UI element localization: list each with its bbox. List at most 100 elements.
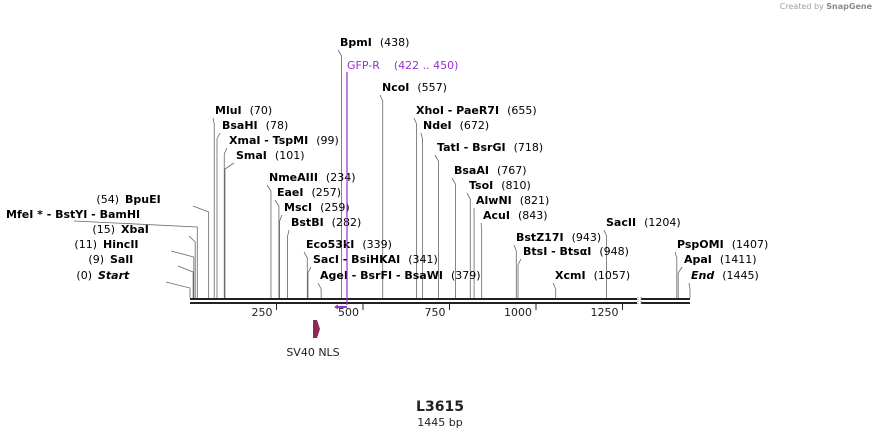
site-nmeaiii[interactable]: NmeAIII (234): [266, 171, 356, 298]
site-eco53ki[interactable]: Eco53kI (339): [303, 238, 392, 298]
site-enzyme-name: AcuI: [483, 209, 510, 222]
site-pspomi[interactable]: PspOMI (1407): [674, 238, 768, 298]
site-position-label: (11): [74, 238, 97, 251]
site-ndei[interactable]: NdeI (672): [420, 119, 490, 298]
site-position-label: (54): [96, 193, 119, 206]
site-position-label: (557): [417, 81, 447, 94]
site-xcmi[interactable]: XcmI (1057): [552, 269, 630, 298]
site-label: Eco53kI (339): [306, 238, 392, 251]
site-position-label: (15): [92, 223, 115, 236]
site-position-label: (438): [380, 36, 410, 49]
site-position-label: (943): [572, 231, 602, 244]
site-enzyme-name: End: [691, 269, 714, 282]
site-eaei[interactable]: EaeI (257): [274, 186, 342, 298]
site-enzyme-name: NmeAIII: [269, 171, 318, 184]
site-label: MscI (259): [284, 201, 350, 214]
site-leader-line: [274, 199, 280, 298]
site-end[interactable]: End (1445): [688, 269, 759, 298]
site-label: ApaI (1411): [684, 253, 756, 266]
site-mfei-bstyi-bamhi[interactable]: (21)MfeI * - BstYI - BamHI: [0, 208, 198, 298]
site-enzyme-name: MfeI * - BstYI - BamHI: [6, 208, 140, 221]
site-msci[interactable]: MscI (259): [279, 201, 350, 298]
site-hincii[interactable]: (11) HincII: [74, 238, 195, 298]
site-position-label: (379): [451, 269, 481, 282]
site-sacii[interactable]: SacII (1204): [603, 216, 681, 298]
site-label: AcuI (843): [483, 209, 548, 222]
site-smai[interactable]: SmaI (101): [224, 149, 305, 298]
site-label: XcmI (1057): [555, 269, 630, 282]
credit-text: Created by: [779, 2, 824, 11]
plasmid-length: 1445 bp: [417, 416, 463, 429]
site-bstbi[interactable]: BstBI(282): [287, 216, 362, 298]
site-position-label: (843): [518, 209, 548, 222]
site-leader-line: [170, 250, 195, 298]
site-tati-bsrgi[interactable]: TatI - BsrGI (718): [434, 141, 543, 298]
site-enzyme-name: BsaHI: [222, 119, 258, 132]
site-mlui[interactable]: MluI (70): [212, 104, 272, 298]
site-label: PspOMI (1407): [677, 238, 768, 251]
site-position-label: (259): [320, 201, 350, 214]
site-enzyme-name: SacI - BsiHKAI: [313, 253, 400, 266]
site-enzyme-name: BstZ17I: [516, 231, 564, 244]
site-label: SacII (1204): [606, 216, 681, 229]
site-label: XhoI - PaeR7I (655): [416, 104, 537, 117]
site-label: NmeAIII (234): [269, 171, 356, 184]
site-position-label: (9): [88, 253, 104, 266]
site-leader-line: [317, 282, 322, 298]
site-enzyme-name: MscI: [284, 201, 312, 214]
site-position-label: (234): [326, 171, 356, 184]
site-enzyme-name: NdeI: [423, 119, 452, 132]
sv40-nls-feature-arrow[interactable]: [313, 320, 320, 338]
site-enzyme-name: Eco53kI: [306, 238, 354, 251]
site-position-label: (1411): [720, 253, 757, 266]
site-xmai-tspmi[interactable]: XmaI - TspMI (99): [223, 134, 339, 298]
site-apai[interactable]: ApaI (1411): [677, 253, 756, 298]
site-leader-line: [552, 282, 557, 298]
site-enzyme-name: SmaI: [236, 149, 267, 162]
site-start[interactable]: (0) Start: [76, 269, 191, 298]
primer-name: GFP-R: [347, 59, 380, 72]
site-position-label: (257): [312, 186, 342, 199]
site-alwni[interactable]: AlwNI (821): [473, 194, 549, 298]
plasmid-title: L3615: [416, 399, 464, 415]
site-label: BstBI(282): [291, 216, 361, 229]
site-label: NcoI (557): [382, 81, 447, 94]
site-ncoi[interactable]: NcoI (557): [379, 81, 447, 298]
site-leader-line: [451, 177, 456, 298]
site-xbai[interactable]: (15) XbaI: [92, 223, 196, 298]
site-leader-line: [434, 154, 439, 298]
site-leader-line: [379, 94, 384, 298]
site-bpuei[interactable]: (54) BpuEI: [96, 193, 210, 298]
site-enzyme-name: TsoI: [469, 179, 493, 192]
site-agei-bsrfi-bsawi[interactable]: AgeI - BsrFI - BsaWI (379): [317, 269, 481, 298]
site-position-label: (1445): [722, 269, 759, 282]
site-saci-bsihkai[interactable]: SacI - BsiHKAI (341): [307, 253, 438, 298]
site-position-label: (78): [266, 119, 289, 132]
site-btsi-bts-i[interactable]: BtsI - BtsαI (948): [517, 245, 629, 298]
axis-tick-label: 1000: [504, 306, 532, 319]
site-enzyme-name: XcmI: [555, 269, 586, 282]
site-xhoi-paer7i[interactable]: XhoI - PaeR7I (655): [413, 104, 537, 298]
site-label: TsoI (810): [469, 179, 531, 192]
site-acui[interactable]: AcuI (843): [480, 209, 548, 298]
site-leader-line: [513, 244, 517, 298]
site-leader-line: [287, 229, 290, 298]
axis-tick-label: 750: [425, 306, 446, 319]
site-bsahi[interactable]: BsaHI (78): [216, 119, 289, 298]
site-leader-line: [303, 251, 308, 298]
site-bstz17i[interactable]: BstZ17I (943): [513, 231, 602, 298]
site-sali[interactable]: (9) SalI: [88, 253, 194, 298]
site-leader-line: [307, 266, 312, 298]
site-bsaai[interactable]: BsaAI (767): [451, 164, 527, 298]
site-enzyme-name: TatI - BsrGI: [437, 141, 506, 154]
site-tsoi[interactable]: TsoI (810): [466, 179, 531, 298]
site-label: BsaAI (767): [454, 164, 527, 177]
site-position-label: (672): [460, 119, 490, 132]
site-label: SacI - BsiHKAI (341): [313, 253, 438, 266]
primer-label[interactable]: GFP-R (422 .. 450): [347, 59, 458, 72]
site-bpmi[interactable]: BpmI (438): [337, 36, 410, 298]
site-label: AgeI - BsrFI - BsaWI (379): [320, 269, 481, 282]
site-leader-line: [420, 132, 423, 298]
site-leader-line: [466, 192, 471, 298]
